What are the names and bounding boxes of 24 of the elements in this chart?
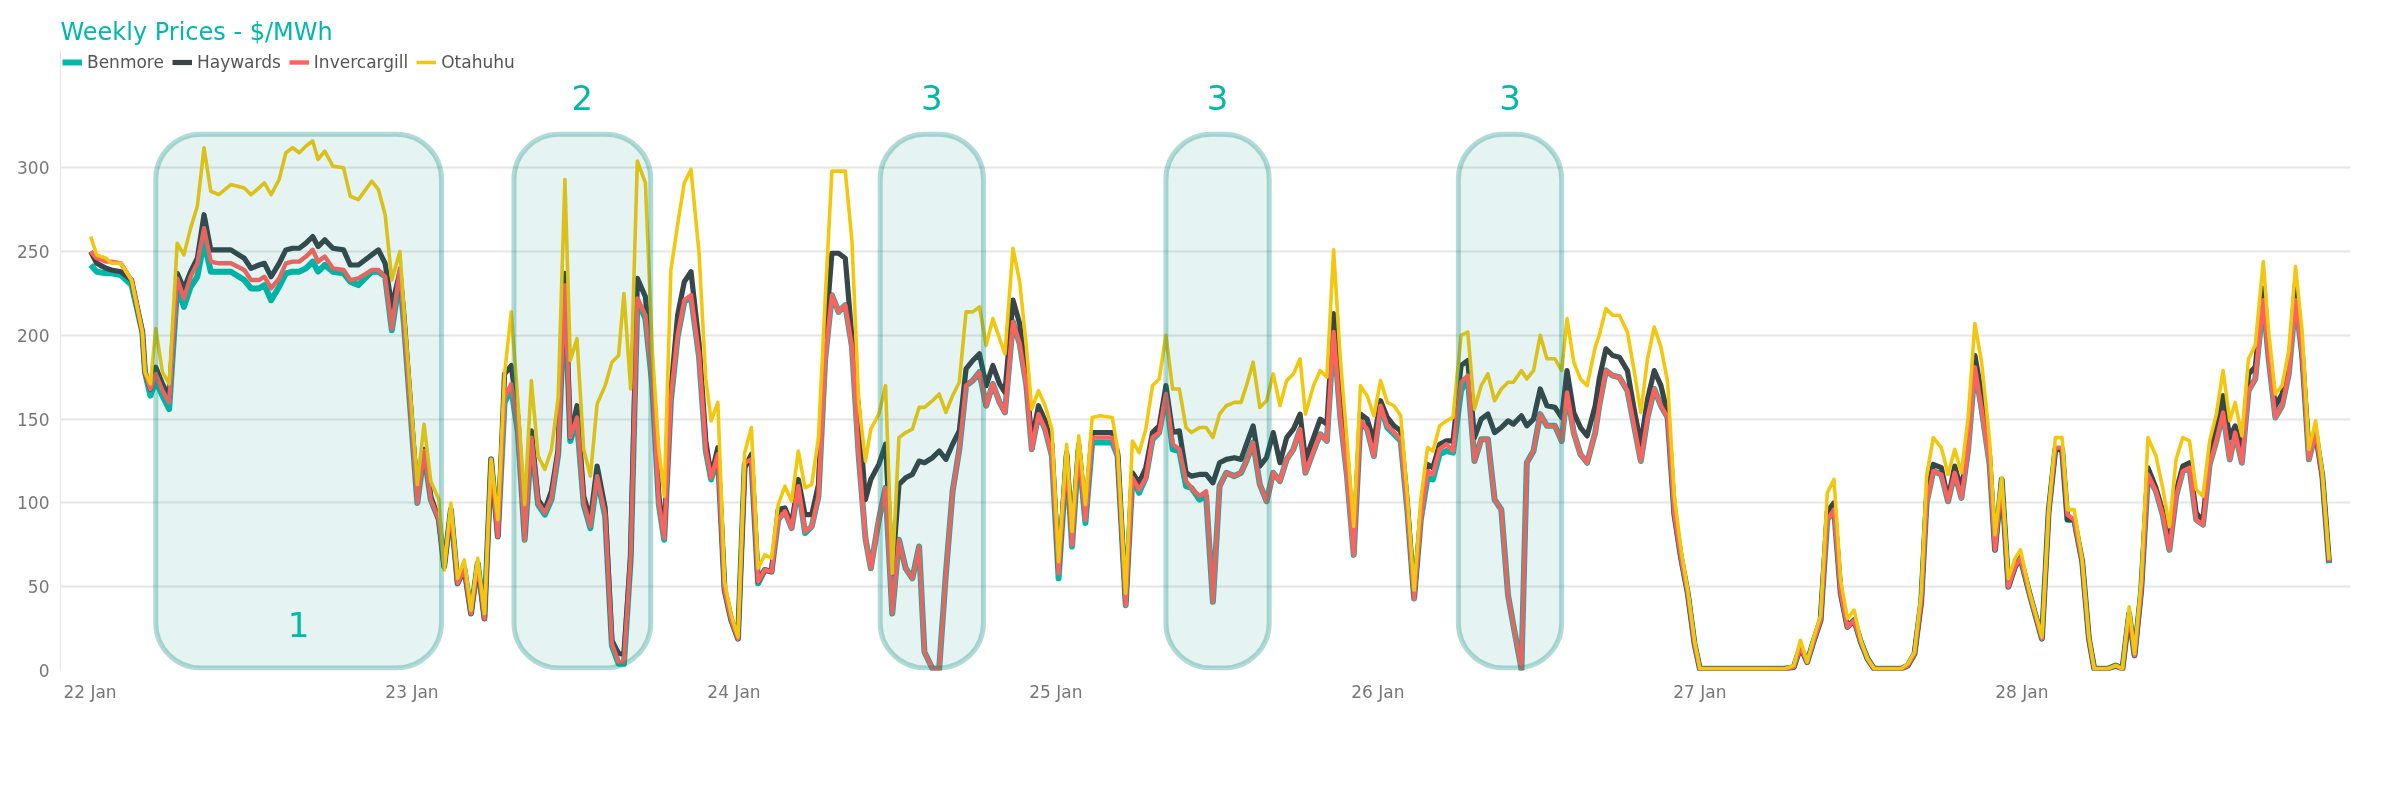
band-label: 3 bbox=[1206, 77, 1229, 118]
legend-label: Invercargill bbox=[313, 52, 409, 72]
band-label: 3 bbox=[921, 77, 943, 118]
y-tick-label: 250 bbox=[17, 242, 50, 263]
y-tick-label: 0 bbox=[38, 661, 50, 681]
band-label: 1 bbox=[287, 604, 310, 645]
x-tick-label: 27 Jan bbox=[1673, 681, 1727, 702]
band-label: 3 bbox=[1499, 77, 1521, 118]
x-tick-label: 26 Jan bbox=[1351, 681, 1405, 702]
x-tick-label: 28 Jan bbox=[1995, 681, 2049, 702]
x-tick-label: 24 Jan bbox=[707, 681, 761, 702]
y-tick-label: 200 bbox=[17, 325, 50, 346]
legend-label: Benmore bbox=[87, 52, 164, 72]
y-tick-label: 100 bbox=[17, 493, 50, 514]
y-tick-label: 300 bbox=[17, 158, 50, 179]
y-tick-label: 50 bbox=[27, 577, 50, 598]
legend-label: Haywards bbox=[196, 52, 281, 72]
chart-title: Weekly Prices - $/MWh bbox=[60, 17, 333, 46]
x-tick-label: 25 Jan bbox=[1029, 681, 1083, 702]
x-tick-label: 22 Jan bbox=[63, 681, 117, 702]
legend-label: Otahuhu bbox=[441, 52, 515, 72]
x-tick-label: 23 Jan bbox=[385, 681, 439, 702]
band-label: 2 bbox=[571, 77, 594, 118]
y-tick-label: 150 bbox=[17, 409, 50, 430]
